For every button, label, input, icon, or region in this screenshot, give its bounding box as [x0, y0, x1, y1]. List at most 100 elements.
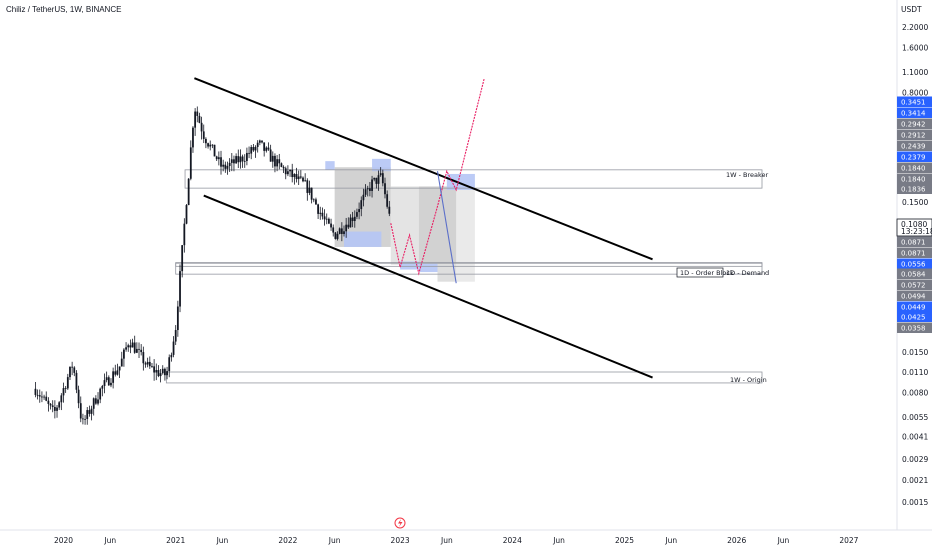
candle-body: [60, 395, 63, 403]
candle: [75, 370, 78, 394]
candle: [340, 222, 343, 242]
candle-body: [295, 174, 298, 180]
candle: [325, 213, 328, 225]
candle-body: [56, 407, 58, 411]
candle-body: [274, 155, 276, 167]
time-tick-label: Jun: [777, 536, 790, 545]
projection-path-bullish[interactable]: [390, 78, 485, 276]
candle-body: [168, 357, 171, 372]
price-tag-text: 0.0871: [901, 250, 926, 258]
candle-body: [192, 127, 194, 148]
candle-body: [82, 418, 84, 420]
candle-body: [220, 157, 222, 167]
candle-body: [366, 188, 369, 190]
candle: [144, 361, 147, 368]
candle: [276, 155, 279, 172]
candle: [66, 373, 69, 390]
candle-body: [217, 157, 220, 160]
candle-body: [228, 162, 231, 166]
candle-body: [92, 398, 95, 409]
candle: [280, 162, 283, 168]
candle: [36, 389, 39, 400]
candle-body: [151, 366, 153, 368]
flash-icon[interactable]: [394, 517, 406, 529]
candle-body: [209, 144, 212, 147]
candle-body: [235, 156, 238, 164]
candle-body: [172, 341, 175, 355]
price-tag-bg: [897, 118, 932, 129]
candle: [299, 170, 302, 180]
candle: [334, 232, 337, 240]
price-tag-bg: [897, 151, 932, 162]
price-tag-bg: [897, 183, 932, 194]
candle: [73, 366, 76, 377]
candle: [135, 342, 138, 354]
price-tag-text: 0.2439: [901, 143, 926, 151]
candle: [161, 365, 164, 375]
candle-body: [112, 371, 115, 383]
zone-label: 1W - Breaker: [726, 171, 769, 179]
candle: [304, 173, 307, 182]
candle-body: [388, 206, 391, 214]
candle-body: [230, 159, 233, 163]
candle: [157, 365, 160, 378]
price-tag-text: 0.0572: [901, 282, 926, 290]
projection-path-bearish[interactable]: [436, 171, 457, 284]
zone-box[interactable]: [165, 371, 763, 384]
price-tick-label: 0.0015: [902, 498, 928, 507]
candle-body: [181, 245, 184, 272]
candle: [360, 196, 363, 217]
candle-body: [312, 199, 315, 201]
candle: [49, 402, 52, 410]
price-tag-text: 0.0556: [901, 261, 926, 269]
price-tag-text: 0.1080: [901, 220, 927, 229]
candle-body: [146, 361, 149, 365]
channel-upper-line[interactable]: [194, 77, 653, 261]
candle-body: [148, 361, 151, 367]
candle-body: [282, 166, 285, 169]
candle-body: [58, 402, 61, 408]
candle: [312, 198, 315, 203]
candle-body: [287, 171, 289, 175]
price-tick-label: 1.6000: [902, 44, 928, 53]
candle: [133, 335, 136, 354]
candle: [71, 361, 74, 376]
candle-body: [360, 200, 363, 210]
candle: [319, 206, 322, 220]
price-tag: 0.0584: [897, 268, 932, 279]
candle-body: [153, 366, 156, 373]
candle: [142, 346, 145, 371]
channel-lower-line[interactable]: [203, 194, 653, 379]
candle-body: [371, 179, 373, 191]
candle: [86, 407, 89, 425]
candle-body: [155, 370, 158, 373]
candle: [282, 165, 285, 174]
price-tag-text: 0.3414: [901, 110, 926, 118]
candle: [289, 169, 291, 177]
candle-body: [349, 217, 352, 228]
candle: [38, 389, 41, 403]
candle-body: [131, 342, 134, 348]
candle: [112, 367, 115, 389]
candle: [265, 146, 268, 153]
candle-body: [261, 140, 263, 143]
candle: [356, 208, 358, 220]
candle-body: [207, 143, 209, 147]
candle-body: [340, 228, 343, 234]
candle-body: [377, 175, 380, 184]
candle: [58, 401, 61, 410]
price-tag-text: 0.0584: [901, 271, 926, 279]
candle-body: [66, 377, 69, 389]
price-tag-bg: [897, 322, 932, 333]
candle-body: [284, 168, 287, 175]
candle-body: [241, 156, 244, 162]
candle-body: [325, 218, 328, 220]
candle-body: [64, 388, 67, 389]
candle: [379, 167, 382, 177]
zone-box[interactable]: [175, 262, 763, 275]
candle: [211, 144, 214, 149]
candle: [127, 343, 130, 352]
price-tick-label: 0.0150: [902, 348, 928, 357]
